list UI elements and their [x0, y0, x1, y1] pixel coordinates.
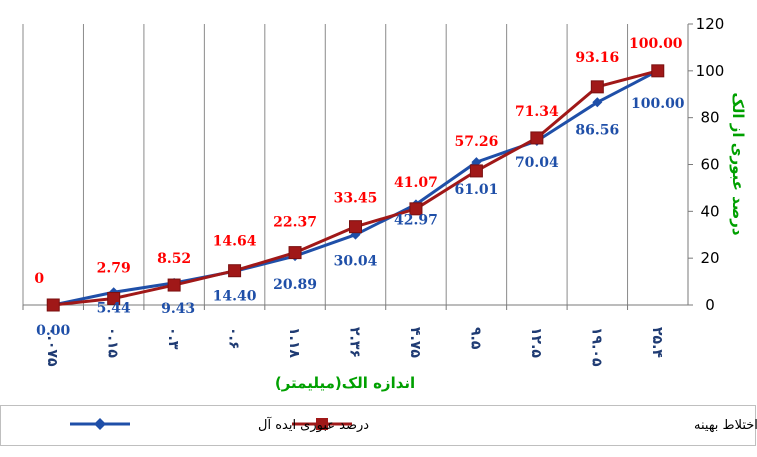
y-tick-label: 120: [696, 15, 725, 33]
data-label-series-1: 42.97: [394, 212, 438, 228]
data-label-series-2: 33.45: [334, 191, 378, 207]
data-label-series-1: 100.00: [631, 96, 685, 112]
series-1-point: [592, 97, 603, 108]
x-tick-label: ۴.۷۵: [407, 327, 423, 358]
y-tick-label: 0: [705, 296, 715, 314]
data-label-series-2: 57.26: [454, 134, 498, 150]
series-2-point: [651, 64, 665, 78]
x-tick-label: ۹.۵: [467, 327, 483, 350]
series-2-point: [46, 298, 60, 312]
series-2-point: [409, 202, 423, 216]
axis-layer: 0 20 40 60 80 100 120 ۰.۰۷۵ ۰.۱۵ ۰.۳ ۰.۶ ۱.۱۸ ۲.۳۶ ۴.…: [22, 15, 725, 367]
legend-swatch-marker-1: [94, 418, 106, 430]
legend-label-1: درصد عبوری ایده آل: [258, 416, 369, 433]
series-2-point: [228, 264, 242, 278]
series-2-point: [469, 164, 483, 178]
legend: درصد عبوری ترکیبی با توجه به درصد اختلاط…: [0, 405, 757, 446]
data-label-series-2: 8.52: [157, 251, 191, 267]
x-tick-label: ۱۹.۰۵: [588, 327, 604, 367]
series-2-point: [288, 246, 302, 260]
x-tick-label: ۰.۱۵: [105, 327, 121, 358]
series-2-point: [107, 291, 121, 305]
y-axis-title: درصد عبوری از الک: [729, 92, 747, 236]
data-label-series-1: 9.43: [161, 301, 195, 317]
series-2-point: [167, 278, 181, 292]
series-2-point: [590, 80, 604, 94]
data-label-series-1: 70.04: [515, 155, 559, 171]
x-tick-label: ۰.۶: [226, 327, 242, 349]
x-tick-label: ۱۲.۵: [528, 327, 544, 358]
data-label-series-2: 14.64: [213, 234, 257, 250]
y-tick-label: 80: [700, 109, 719, 127]
series-2-point: [349, 220, 362, 234]
series-layer: [46, 64, 665, 312]
x-axis-title: اندازه الک(میلیمتر): [275, 374, 415, 392]
y-tick-label: 60: [700, 156, 719, 174]
x-tick-label: ۰.۰۷۵: [44, 327, 60, 367]
data-label-series-1: 5.44: [97, 300, 131, 316]
x-tick-label: ۱.۱۸: [286, 327, 302, 358]
legend-swatch-marker-2: [316, 418, 328, 430]
data-label-series-2: 2.79: [97, 260, 131, 276]
x-tick-label: ۰.۳: [165, 327, 181, 350]
label-layer: 0.00 5.44 9.43 14.40 20.89 30.04 42.97 61.01 70.…: [34, 36, 684, 339]
legend-label-2: درصد عبوری ترکیبی با توجه به درصد اختلاط…: [694, 418, 757, 433]
y-tick-label: 20: [700, 249, 719, 267]
data-label-series-2: 0: [34, 271, 44, 287]
y-tick-label: 100: [696, 62, 725, 80]
data-label-series-2: 71.34: [515, 104, 559, 120]
data-label-series-2: 41.07: [394, 175, 438, 191]
data-label-series-1: 0.00: [36, 323, 70, 339]
y-tick-label: 40: [700, 202, 719, 220]
x-tick-label: ۲۵.۴: [649, 327, 665, 358]
data-label-series-1: 30.04: [334, 254, 378, 270]
data-label-series-1: 14.40: [213, 288, 257, 304]
data-label-series-2: 100.00: [629, 36, 683, 52]
x-tick-label: ۲.۳۶: [347, 327, 363, 358]
data-label-series-1: 61.01: [454, 182, 498, 198]
data-label-series-1: 86.56: [575, 122, 619, 138]
series-2-point: [530, 131, 544, 145]
data-label-series-2: 93.16: [575, 50, 619, 66]
data-label-series-1: 20.89: [273, 277, 317, 293]
legend-box: [0, 405, 756, 446]
data-label-series-2: 22.37: [273, 215, 317, 231]
